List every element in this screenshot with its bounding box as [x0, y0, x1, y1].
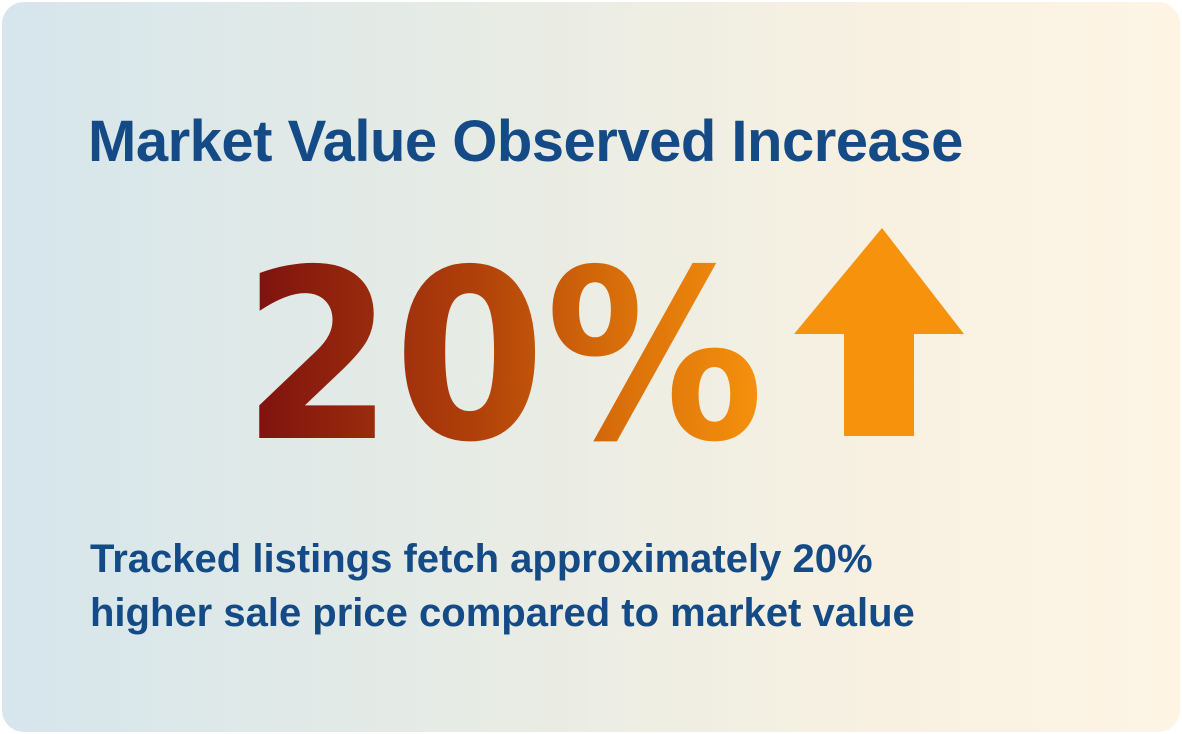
caption-line-1: Tracked listings fetch approximately 20% [90, 537, 873, 581]
stat-caption: Tracked listings fetch approximately 20%… [90, 532, 1090, 640]
caption-line-2: higher sale price compared to market val… [90, 591, 915, 635]
stat-value: 20% [242, 224, 764, 464]
stat-graphic: 20% [242, 224, 964, 464]
arrow-up-icon [794, 228, 964, 436]
card-title: Market Value Observed Increase [88, 109, 963, 174]
stat-block: 20% [236, 224, 976, 464]
